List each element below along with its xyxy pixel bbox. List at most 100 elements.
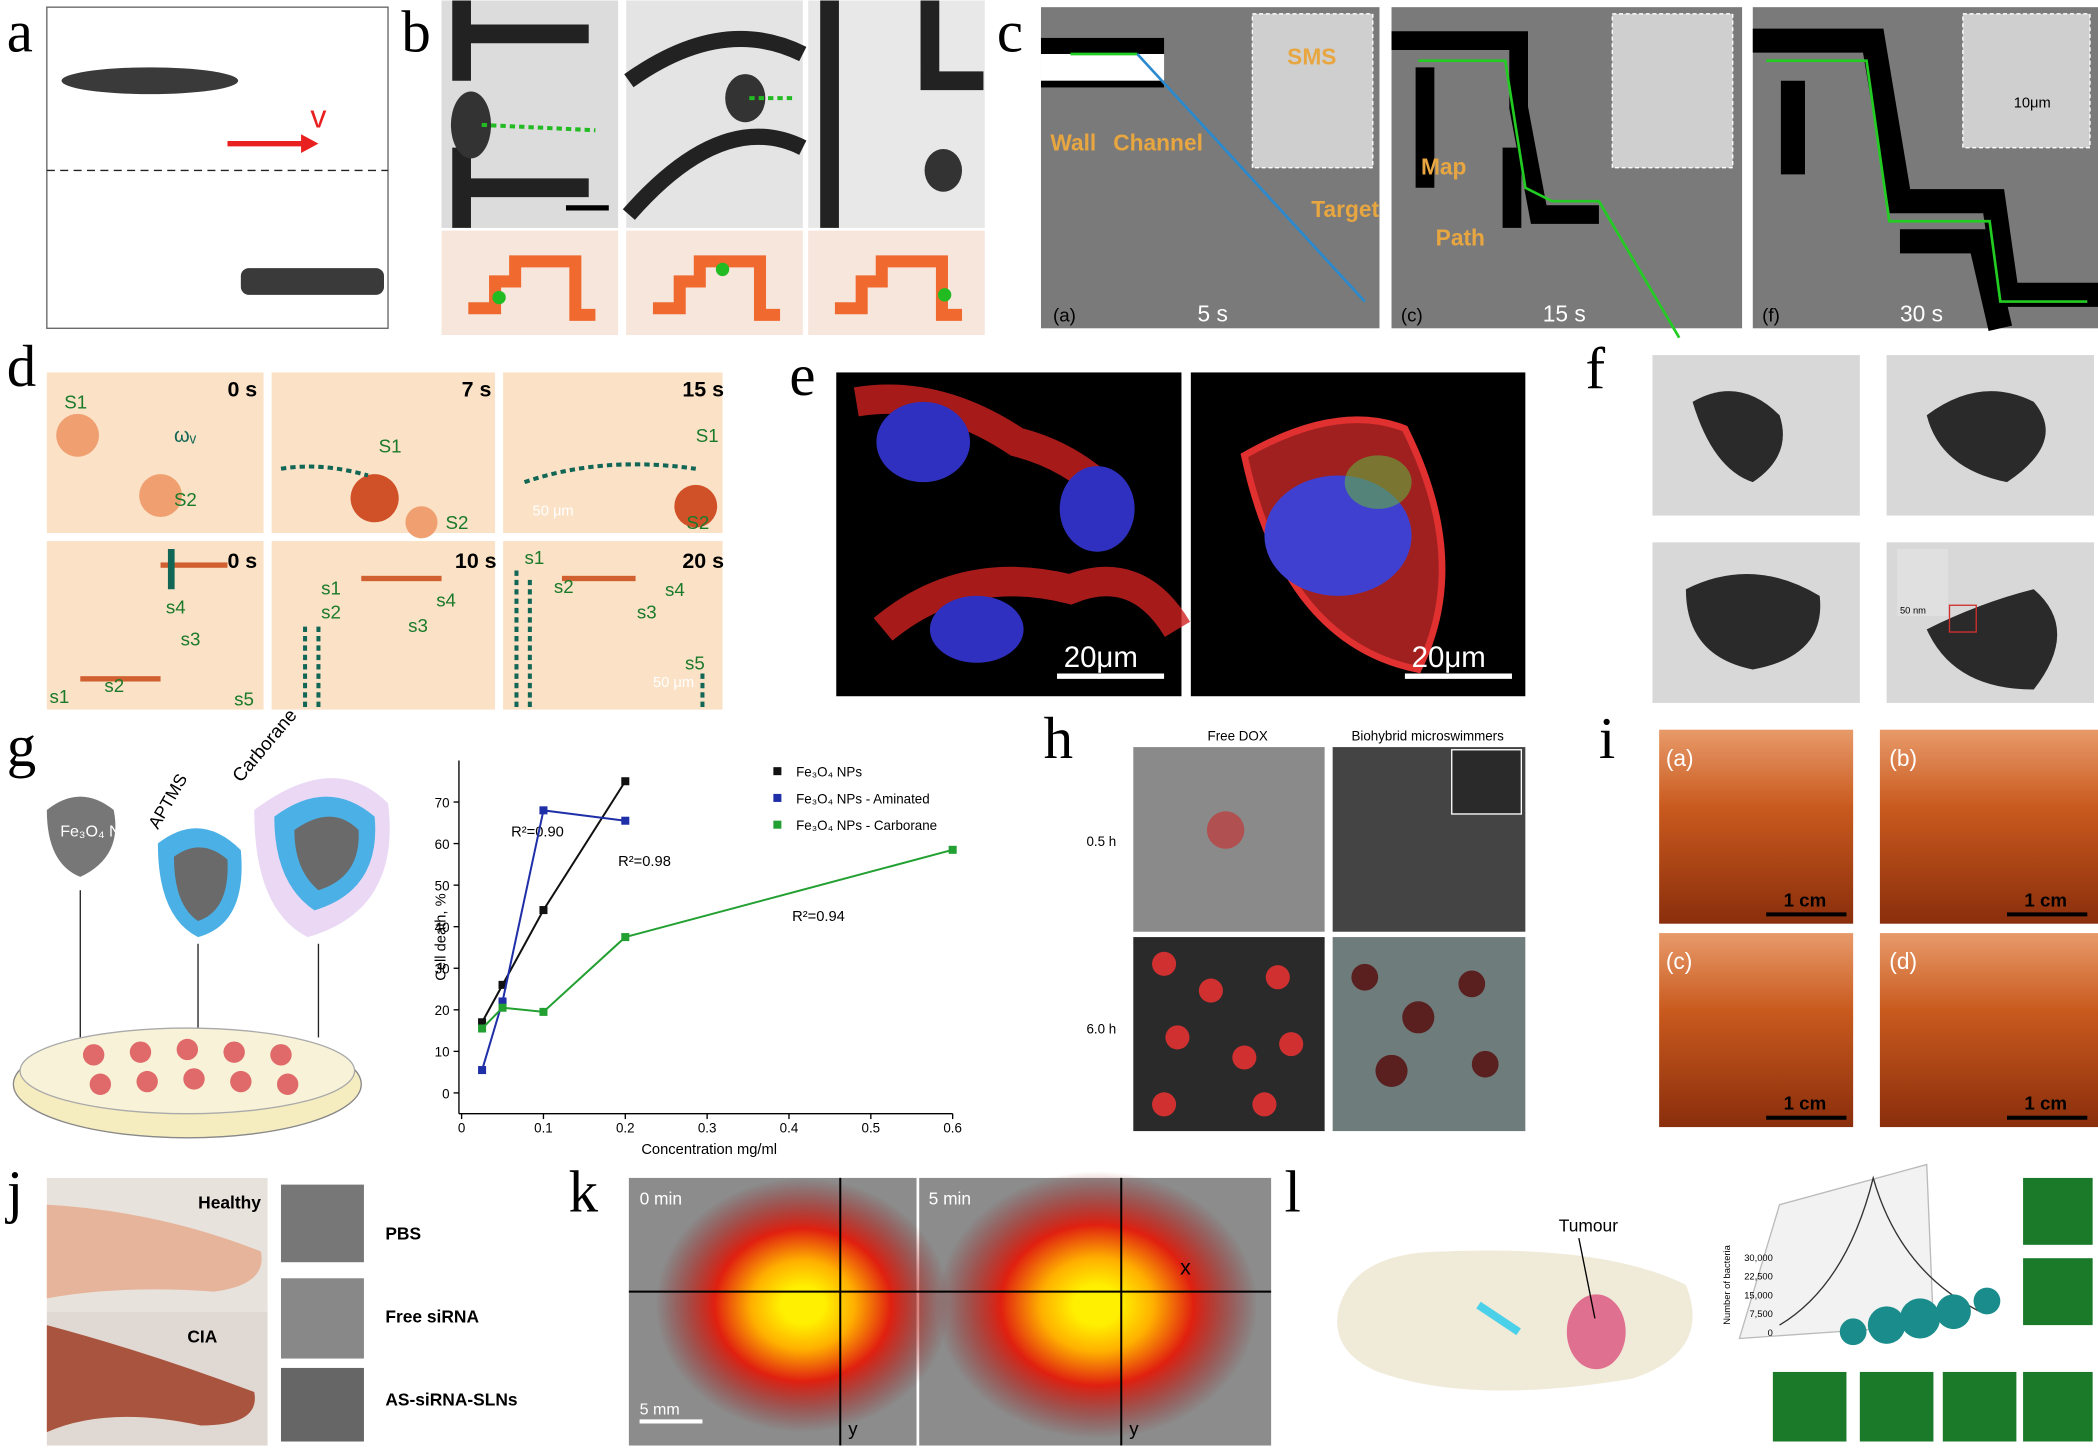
- annotation: R²=0.90: [511, 825, 564, 841]
- annotation: SMS: [1287, 44, 1336, 70]
- scale-label: 50 nm: [1900, 605, 1926, 615]
- group-label: AS-siRNA-SLNs: [385, 1389, 517, 1409]
- panel-label: c: [997, 0, 1023, 64]
- time-label: 10 s: [455, 549, 497, 573]
- scale-label: 1 cm: [2024, 1093, 2067, 1114]
- k-images: [628, 1171, 1272, 1446]
- group-label: Free siRNA: [385, 1306, 479, 1326]
- velocity-label: v: [310, 99, 326, 135]
- time-label: 5 min: [929, 1189, 972, 1209]
- trajectory: [280, 462, 697, 485]
- column-label: Free DOX: [1208, 728, 1268, 743]
- particle-label: s1: [525, 547, 545, 568]
- data-point: [621, 933, 630, 942]
- particle-label: s2: [321, 602, 341, 623]
- y-tick-label: 70: [435, 795, 450, 810]
- annotation: R²=0.94: [792, 909, 845, 925]
- l-images: [1337, 1163, 2093, 1442]
- frame-tag: (b): [1889, 745, 1917, 771]
- particle-label: s1: [50, 686, 70, 707]
- legend-label: Fe₃O₄ NPs: [796, 765, 862, 780]
- data-point: [539, 906, 548, 915]
- y-tick-label: 30,000: [1744, 1253, 1773, 1263]
- scale-label: 1 cm: [1784, 1093, 1827, 1114]
- trend-line: [481, 809, 626, 1071]
- omega-label: ωᵥ: [174, 425, 197, 447]
- y-tick-label: 0: [1768, 1328, 1773, 1338]
- trend-line: [481, 780, 627, 1023]
- time-label: 0 min: [640, 1189, 683, 1209]
- data-point: [478, 1024, 487, 1033]
- y-tick-label: 60: [435, 837, 450, 852]
- x-tick-label: 0: [458, 1120, 465, 1135]
- scale-label: 1 cm: [2024, 889, 2067, 910]
- c-frames: [1040, 7, 2098, 339]
- x-tick-label: 0.1: [534, 1120, 553, 1135]
- frame-tag: (a): [1053, 305, 1076, 326]
- particle-label: S2: [174, 489, 197, 510]
- f-images: [1652, 355, 2094, 703]
- trend-line: [481, 848, 953, 1030]
- annotation: Wall: [1050, 129, 1096, 155]
- group-label: PBS: [385, 1223, 421, 1243]
- legend-swatch: [773, 767, 782, 776]
- schematic-label: Carborane: [228, 705, 301, 786]
- g-chart: Cell death, % Concentration mg/ml R²=0.9…: [434, 760, 962, 1158]
- data-point: [478, 1066, 487, 1075]
- panel-label: i: [1599, 706, 1615, 771]
- d-frames: [46, 372, 723, 710]
- particle-label: S1: [696, 425, 719, 446]
- frame-tag: (a): [1666, 745, 1694, 771]
- particle-label: S2: [686, 512, 709, 533]
- column-label: Biohybrid microswimmers: [1351, 728, 1504, 743]
- panel-label: f: [1586, 336, 1606, 401]
- legend-swatch: [773, 793, 782, 802]
- y-tick-label: 22,500: [1744, 1272, 1773, 1282]
- data-point: [539, 1007, 548, 1016]
- schematic-label: Fe₃O₄ NP: [60, 823, 131, 841]
- photo-label: Healthy: [198, 1193, 261, 1213]
- particle-label: s4: [166, 596, 186, 617]
- x-tick-label: 0.4: [780, 1120, 799, 1135]
- scale-label: 50 μm: [533, 504, 574, 520]
- scale-label: 5 mm: [640, 1401, 680, 1419]
- panel-label: b: [401, 0, 430, 64]
- panel-label: g: [7, 714, 36, 779]
- particle-label: s3: [181, 628, 201, 649]
- axis-label: y: [1129, 1418, 1139, 1439]
- scale-label: 1 cm: [1784, 889, 1827, 910]
- x-axis-label: Concentration mg/ml: [641, 1142, 777, 1158]
- particle-label: s4: [665, 579, 685, 600]
- scale-label: 10μm: [2014, 96, 2051, 112]
- panel-label: j: [5, 1159, 23, 1224]
- y-tick-label: 7,500: [1749, 1309, 1772, 1319]
- j-images: [46, 1177, 364, 1446]
- legend-label: Fe₃O₄ NPs - Aminated: [796, 791, 930, 806]
- panel-label: h: [1044, 706, 1073, 771]
- i-images: [1659, 729, 2098, 1128]
- x-tick-label: 0.5: [862, 1120, 881, 1135]
- scale-label: 50 μm: [653, 675, 694, 691]
- frame-time: 5 s: [1198, 301, 1228, 327]
- annotation: Tumour: [1559, 1215, 1618, 1235]
- particle-label: s3: [637, 602, 657, 623]
- annotation: Channel: [1113, 129, 1203, 155]
- y-tick-label: 50: [435, 878, 450, 893]
- y-tick-label: 40: [435, 920, 450, 935]
- data-point: [498, 1003, 507, 1012]
- trajectory: [303, 569, 705, 707]
- annotation: Map: [1421, 153, 1466, 179]
- swimmer: [61, 67, 239, 95]
- frame-time: 30 s: [1900, 301, 1943, 327]
- time-label: 0 s: [227, 378, 257, 402]
- panel-label: a: [7, 0, 33, 64]
- particle-label: S1: [64, 392, 87, 413]
- data-point: [621, 777, 630, 786]
- data-point: [621, 816, 630, 825]
- row-label: 0.5 h: [1086, 834, 1116, 849]
- particle-label: s1: [321, 578, 341, 599]
- frame-tag: (c): [1666, 948, 1693, 974]
- particle-label: s2: [104, 675, 124, 696]
- particle-label: S2: [446, 512, 469, 533]
